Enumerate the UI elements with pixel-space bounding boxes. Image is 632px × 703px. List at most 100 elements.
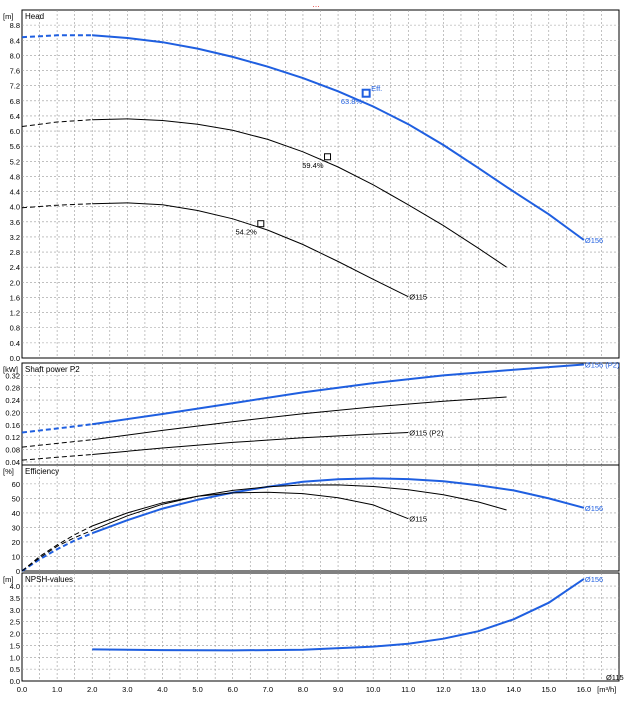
x-tick-label: 9.0 bbox=[333, 685, 343, 694]
y-tick-label: 2.0 bbox=[10, 278, 20, 287]
y-tick-label: 1.6 bbox=[10, 293, 20, 302]
curve-dashed--115-p2- bbox=[21, 454, 93, 461]
y-tick-label: 8.4 bbox=[10, 36, 20, 45]
marker-extra-label: Eff. bbox=[371, 84, 382, 93]
y-tick-label: 0.8 bbox=[10, 324, 20, 333]
curve-dashed--156 bbox=[21, 532, 93, 572]
y-tick-label: 0.20 bbox=[5, 408, 20, 417]
curve-dashed--156 bbox=[21, 34, 93, 39]
x-tick-label: 4.0 bbox=[157, 685, 167, 694]
y-tick-label: 4.0 bbox=[10, 582, 20, 591]
y-tick-label: 3.5 bbox=[10, 594, 20, 603]
y-tick-label: 60 bbox=[12, 480, 20, 489]
y-tick-label: 4.4 bbox=[10, 188, 20, 197]
curve-end-label: Ø115 bbox=[409, 515, 427, 524]
y-tick-label: 30 bbox=[12, 523, 20, 532]
y-tick-label: 0.24 bbox=[5, 396, 20, 405]
curve--115 bbox=[92, 202, 409, 298]
x-tick-label: 13.0 bbox=[471, 685, 486, 694]
curve-dashed--115 bbox=[21, 203, 93, 209]
curve-dashed-mid bbox=[21, 529, 93, 572]
curve-mid bbox=[92, 484, 507, 531]
curve-end-label: Ø115 bbox=[606, 673, 624, 682]
marker-label: 59.4% bbox=[302, 161, 324, 170]
y-unit-label: [%] bbox=[3, 467, 14, 476]
curve-mid bbox=[92, 118, 507, 268]
x-tick-label: 14.0 bbox=[506, 685, 521, 694]
y-unit-label: [m] bbox=[3, 575, 13, 584]
y-tick-label: 0.16 bbox=[5, 421, 20, 430]
x-unit-label: [m³/h] bbox=[597, 685, 616, 694]
y-tick-label: 0.5 bbox=[10, 665, 20, 674]
y-tick-label: 4.8 bbox=[10, 172, 20, 181]
marker-label: 54.2% bbox=[236, 228, 258, 237]
y-tick-label: 0.12 bbox=[5, 433, 20, 442]
y-tick-label: 7.6 bbox=[10, 67, 20, 76]
y-tick-label: 6.4 bbox=[10, 112, 20, 121]
y-tick-label: 40 bbox=[12, 509, 20, 518]
curve--156 bbox=[92, 578, 585, 652]
curve-dashed-mid bbox=[21, 439, 93, 448]
x-tick-label: 7.0 bbox=[263, 685, 273, 694]
y-tick-label: 8.8 bbox=[10, 21, 20, 30]
y-tick-label: 3.2 bbox=[10, 233, 20, 242]
efficiency-marker bbox=[257, 220, 265, 228]
y-unit-label: [m] bbox=[3, 12, 13, 21]
marker-label: 63.8% bbox=[341, 97, 363, 106]
panel-title: NPSH-values bbox=[25, 575, 73, 584]
y-tick-label: 3.6 bbox=[10, 218, 20, 227]
panel-title: Shaft power P2 bbox=[25, 365, 80, 374]
panel-head: 0.0 0.4 0.8 1.2 1.6 2.0 2.4 2.8 3.2 3.6 4.0 4.4 4.8 5… bbox=[3, 9, 620, 363]
curve-end-label: Ø156 (P2) bbox=[585, 361, 620, 370]
y-tick-label: 0.0 bbox=[10, 354, 20, 363]
curve--115-p2- bbox=[92, 432, 409, 455]
x-axis: 0.0 1.0 2.0 3.0 4.0 5.0 6.0 7.0 8.0 9.0 10.0 11.0 12… bbox=[17, 685, 617, 694]
y-tick-label: 5.2 bbox=[10, 157, 20, 166]
header-note: … bbox=[312, 0, 320, 9]
curve--156 bbox=[92, 34, 585, 241]
x-tick-label: 1.0 bbox=[52, 685, 62, 694]
y-tick-label: 6.0 bbox=[10, 127, 20, 136]
y-tick-label: 4.0 bbox=[10, 203, 20, 212]
y-tick-label: 0.4 bbox=[10, 339, 20, 348]
panel-shaft-power-p2: 0.04 0.08 0.12 0.16 0.20 0.24 0.28 0.32[kW] Shaf… bbox=[3, 361, 620, 467]
x-tick-label: 2.0 bbox=[87, 685, 97, 694]
y-tick-label: 2.5 bbox=[10, 618, 20, 627]
y-tick-label: 5.6 bbox=[10, 142, 20, 151]
y-tick-label: 0.28 bbox=[5, 384, 20, 393]
y-tick-label: 7.2 bbox=[10, 82, 20, 91]
y-tick-label: 2.0 bbox=[10, 630, 20, 639]
efficiency-marker bbox=[324, 153, 332, 161]
panel-efficiency: 0 10 20 30 40 50 60 [%] Efficiency Ø156 Ø115 bbox=[3, 464, 620, 576]
efficiency-marker bbox=[361, 88, 371, 98]
x-tick-label: 15.0 bbox=[541, 685, 556, 694]
y-tick-label: 0.04 bbox=[5, 458, 20, 467]
y-tick-label: 50 bbox=[12, 494, 20, 503]
curve-mid bbox=[92, 396, 507, 441]
y-tick-label: 0.08 bbox=[5, 446, 20, 455]
panel-title: Head bbox=[25, 12, 44, 21]
y-tick-label: 10 bbox=[12, 552, 20, 561]
y-tick-label: 3.0 bbox=[10, 606, 20, 615]
curve--156 bbox=[91, 477, 585, 535]
curve-end-label: Ø115 bbox=[409, 293, 427, 302]
curve-dashed--115 bbox=[21, 525, 93, 572]
x-tick-label: 12.0 bbox=[436, 685, 451, 694]
y-tick-label: 1.2 bbox=[10, 309, 20, 318]
x-tick-label: 0.0 bbox=[17, 685, 27, 694]
x-tick-label: 3.0 bbox=[122, 685, 132, 694]
y-tick-label: 1.0 bbox=[10, 653, 20, 662]
y-tick-label: 20 bbox=[12, 538, 20, 547]
x-tick-label: 8.0 bbox=[298, 685, 308, 694]
curve-end-label: Ø156 bbox=[585, 575, 603, 584]
curve-end-label: Ø156 bbox=[585, 236, 603, 245]
x-tick-label: 5.0 bbox=[192, 685, 202, 694]
y-tick-label: 2.4 bbox=[10, 263, 20, 272]
y-tick-label: 2.8 bbox=[10, 248, 20, 257]
x-tick-label: 10.0 bbox=[366, 685, 381, 694]
curve-end-label: Ø156 bbox=[585, 504, 603, 513]
curve-end-label: Ø115 (P2) bbox=[409, 429, 444, 438]
curve--115 bbox=[92, 491, 409, 527]
x-tick-label: 6.0 bbox=[227, 685, 237, 694]
